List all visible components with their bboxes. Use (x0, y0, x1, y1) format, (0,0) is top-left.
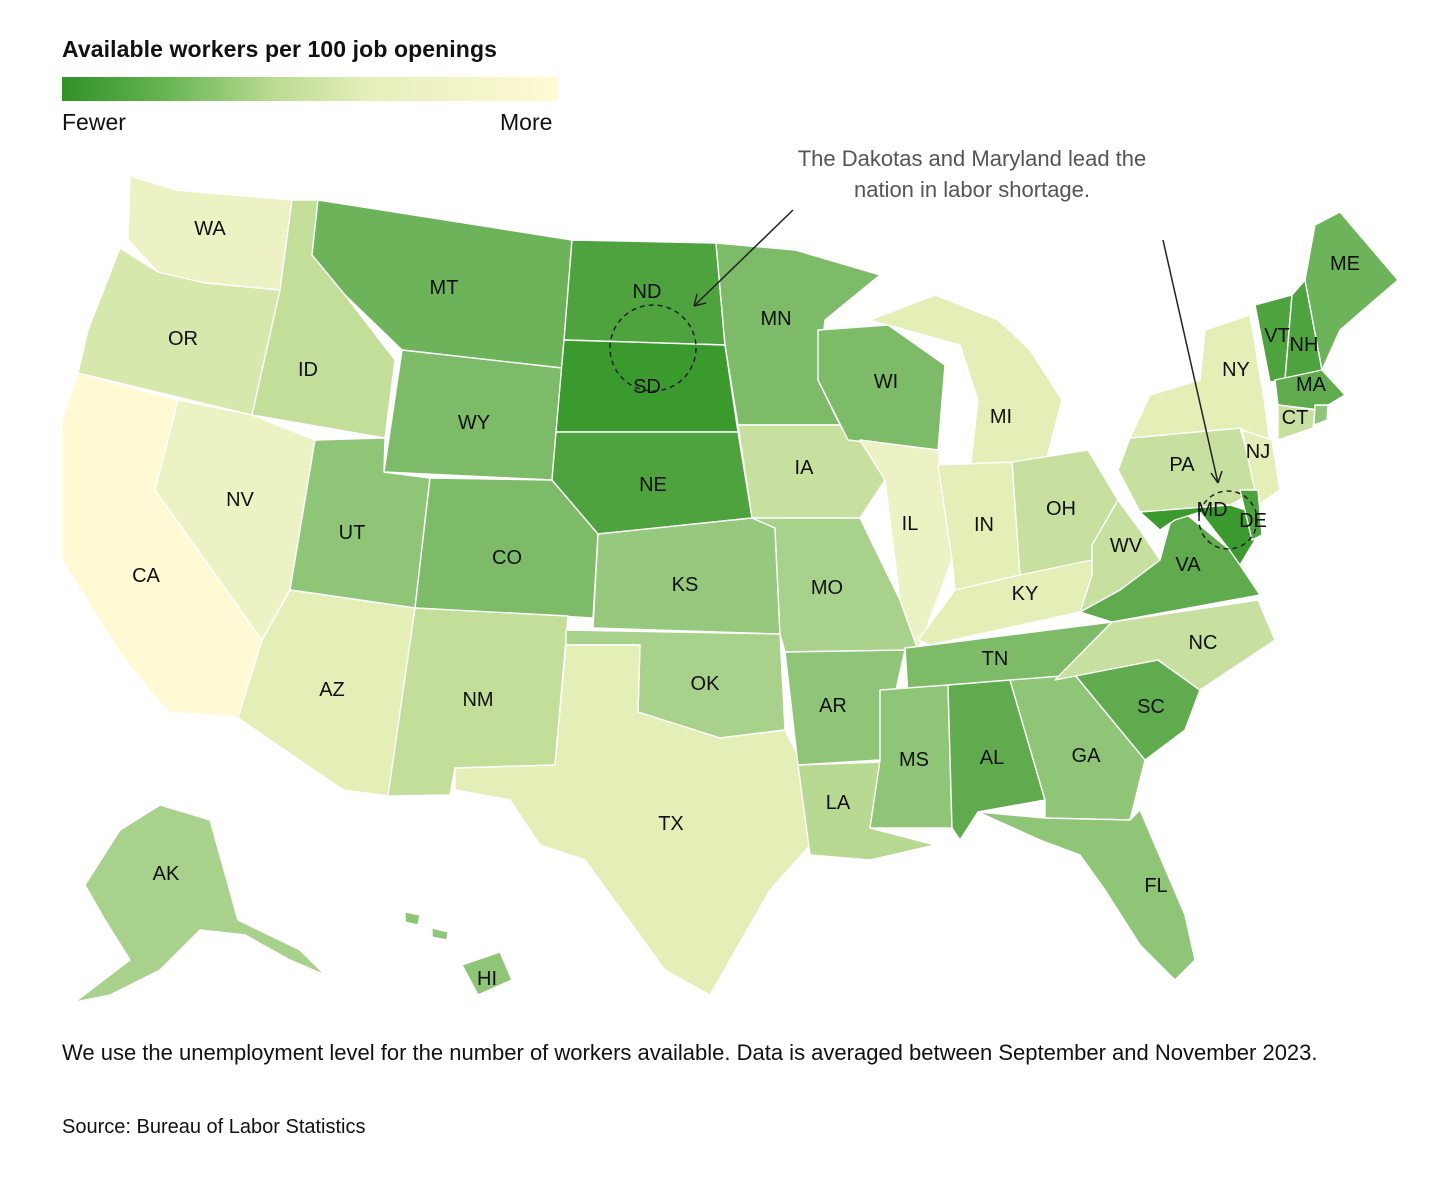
state-label-tn: TN (982, 648, 1009, 670)
state-ri (1313, 404, 1329, 426)
dakotas-highlight-circle (609, 304, 697, 392)
state-ak (74, 804, 326, 1003)
legend-color-bar (62, 77, 558, 101)
state-label-al: AL (980, 747, 1004, 769)
us-map: WA OR CA NV ID MT WY UT CO AZ NM ND SD NE KS OK TX MN IA MO… (61, 175, 1399, 1003)
state-label-tx: TX (658, 813, 684, 835)
maryland-highlight-circle (1198, 490, 1258, 550)
state-tx (454, 644, 816, 996)
state-label-la: LA (826, 792, 851, 814)
state-label-hi: HI (477, 968, 497, 990)
state-label-nc: NC (1189, 632, 1218, 654)
footnote: We use the unemployment level for the nu… (62, 1040, 1318, 1065)
annotation-line-2: nation in labor shortage. (853, 177, 1091, 202)
state-label-ks: KS (672, 574, 699, 596)
state-label-or: OR (168, 328, 198, 350)
state-label-id: ID (298, 359, 318, 381)
state-label-ok: OK (691, 673, 721, 695)
state-label-co: CO (492, 547, 522, 569)
state-me (1304, 211, 1399, 371)
state-wv (1079, 499, 1161, 613)
state-label-nv: NV (226, 489, 254, 511)
dakotas-arrowhead (693, 293, 707, 307)
state-label-ca: CA (132, 565, 160, 587)
state-label-wv: WV (1110, 535, 1143, 557)
annotation-pointers (609, 209, 1258, 550)
state-label-pa: PA (1169, 454, 1195, 476)
state-de (1239, 489, 1263, 541)
state-label-md: MD (1196, 499, 1227, 521)
state-label-ms: MS (899, 749, 929, 771)
state-label-nh: NH (1290, 334, 1319, 356)
state-label-nd: ND (633, 281, 662, 303)
state-label-az: AZ (319, 679, 345, 701)
state-label-mt: MT (430, 277, 459, 299)
state-label-mn: MN (760, 308, 791, 330)
state-label-ut: UT (339, 522, 366, 544)
state-label-sd: SD (633, 376, 661, 398)
state-label-ga: GA (1072, 745, 1102, 767)
state-mi (869, 294, 1063, 471)
state-label-il: IL (902, 513, 919, 535)
state-label-va: VA (1175, 554, 1201, 576)
state-label-me: ME (1330, 253, 1360, 275)
state-label-ia: IA (795, 457, 815, 479)
state-label-ct: CT (1282, 407, 1309, 429)
state-label-nm: NM (462, 689, 493, 711)
state-md (1139, 504, 1256, 566)
maryland-pointer-arrow (1162, 239, 1219, 484)
state-ia (737, 424, 886, 519)
state-label-in: IN (974, 514, 994, 536)
state-nj (1241, 429, 1281, 506)
state-label-mi: MI (990, 406, 1012, 428)
state-label-oh: OH (1046, 498, 1076, 520)
state-label-vt: VT (1264, 325, 1290, 347)
state-label-wi: WI (874, 371, 898, 393)
state-label-ma: MA (1296, 374, 1327, 396)
state-label-ny: NY (1222, 359, 1250, 381)
state-label-fl: FL (1144, 875, 1167, 897)
state-label-nj: NJ (1246, 441, 1270, 463)
legend-high-label: More (500, 109, 553, 135)
state-label-mo: MO (811, 577, 843, 599)
state-label-ky: KY (1012, 583, 1039, 605)
state-label-sc: SC (1137, 696, 1165, 718)
state-label-de: DE (1239, 510, 1267, 532)
state-fl (977, 809, 1196, 981)
annotation-line-1: The Dakotas and Maryland lead the (797, 146, 1147, 171)
state-label-wy: WY (458, 412, 490, 434)
state-label-ak: AK (153, 863, 180, 885)
state-label-ne: NE (639, 474, 667, 496)
legend-low-label: Fewer (62, 109, 126, 135)
annotation: The Dakotas and Maryland lead the nation… (752, 143, 1192, 205)
source-line: Source: Bureau of Labor Statistics (62, 1116, 366, 1138)
state-label-ar: AR (819, 695, 847, 717)
chart-title: Available workers per 100 job openings (62, 36, 497, 62)
state-ma (1274, 369, 1346, 411)
state-hi (404, 911, 513, 996)
state-ct (1277, 404, 1316, 441)
state-label-wa: WA (194, 218, 226, 240)
maryland-arrowhead (1210, 470, 1223, 484)
state-ms (869, 684, 953, 829)
dakotas-pointer-arrow (693, 209, 794, 307)
